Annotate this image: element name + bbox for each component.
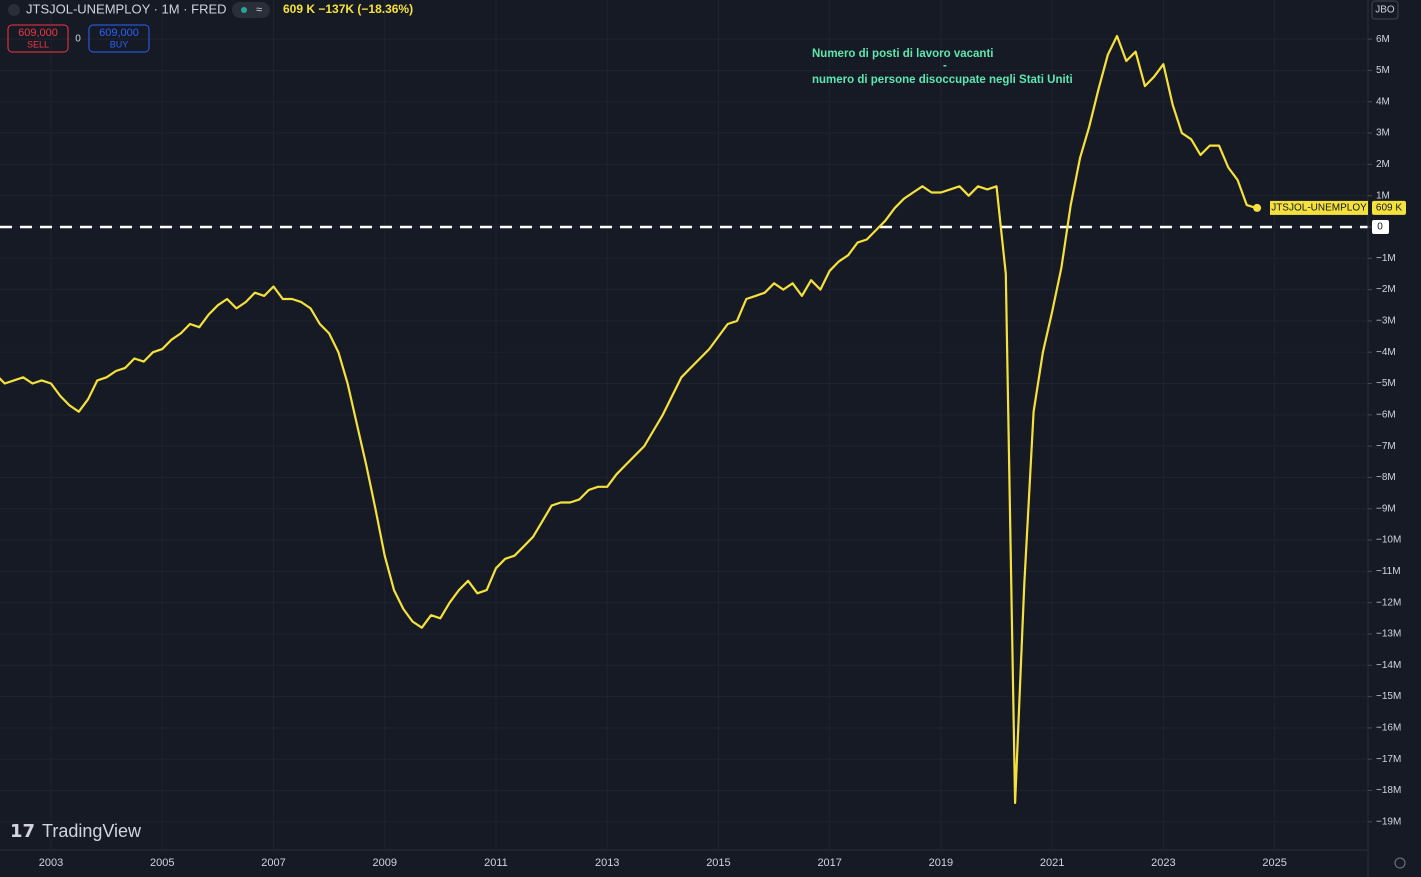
buy-button[interactable] — [88, 24, 150, 53]
series-line — [0, 34, 1257, 805]
status-pill — [232, 2, 270, 18]
y-tick-label: −11M — [1376, 566, 1401, 577]
sell-price[interactable]: 609,000 — [18, 27, 58, 39]
y-tick-label: −4M — [1376, 347, 1396, 358]
y-tick-label: −19M — [1376, 816, 1401, 827]
annotation: - — [943, 60, 947, 72]
y-tick-label: −17M — [1376, 754, 1401, 765]
change: 609 K −137K (−18.36%) — [283, 2, 413, 16]
sell-button[interactable] — [7, 24, 69, 53]
status-icon: ≈ — [256, 4, 262, 16]
x-tick-label: 2013 — [595, 857, 619, 869]
plot-area — [0, 34, 1368, 805]
y-tick-label: 5M — [1376, 65, 1390, 76]
y-tick-label: 2M — [1376, 159, 1390, 170]
grid — [0, 0, 1368, 850]
x-tick-label: 2011 — [484, 857, 508, 869]
logo: 𝟭𝟳 — [10, 821, 35, 841]
y-tick-label: −6M — [1376, 409, 1396, 420]
y-tick-label: −8M — [1376, 472, 1396, 483]
x-tick-label: 2019 — [929, 857, 953, 869]
x-tick-label: 2009 — [372, 857, 396, 869]
y-tick-label: −2M — [1376, 284, 1396, 295]
sell-label[interactable]: SELL — [27, 39, 49, 49]
x-tick-label: 2017 — [817, 857, 841, 869]
y-tick-label: −3M — [1376, 316, 1396, 327]
y-tick-label: 3M — [1376, 128, 1390, 139]
y-tick-label: −13M — [1376, 629, 1401, 640]
x-tick-label: 2003 — [39, 857, 63, 869]
x-tick-label: 2015 — [706, 857, 730, 869]
buy-price[interactable]: 609,000 — [99, 27, 139, 39]
y-tick-label: −7M — [1376, 441, 1396, 452]
account-button[interactable] — [1371, 0, 1399, 20]
x-tick-label: 2005 — [150, 857, 174, 869]
y-tick-label: −12M — [1376, 597, 1401, 608]
y-tick-label: −5M — [1376, 378, 1396, 389]
y-tick-label: −1M — [1376, 253, 1396, 264]
y-tick-label: 1M — [1376, 190, 1390, 201]
x-tick-label: 2023 — [1151, 857, 1175, 869]
spread: 0 — [75, 34, 81, 45]
series-tag-bg — [1270, 200, 1368, 215]
y-tick-label: −9M — [1376, 503, 1396, 514]
series-tag: JTSJOL-UNEMPLOY — [1271, 203, 1367, 214]
x-tick-label: 2021 — [1040, 857, 1064, 869]
y-tick-label: −16M — [1376, 723, 1401, 734]
y-tick-label: −14M — [1376, 660, 1401, 671]
x-tick-label: 2025 — [1262, 857, 1286, 869]
axes: 6M 5M 4M 3M 2M 1M 0 −1M −2M −3M −4M −5M −6M −7M −8M −9M… — [39, 34, 1406, 869]
y-tick-label: −18M — [1376, 785, 1401, 796]
last-value-bg — [1372, 200, 1406, 215]
y-tick-label: −15M — [1376, 691, 1401, 702]
annotation: numero di persone disoccupate negli Stat… — [812, 74, 1073, 86]
logo-text: TradingView — [42, 821, 142, 841]
last-point — [1253, 203, 1262, 212]
symbol: JTSJOL-UNEMPLOY · 1M · FRED — [26, 1, 227, 16]
last-value-label: 609 K — [1376, 203, 1402, 214]
y-tick-label: 6M — [1376, 34, 1390, 45]
y-tick-highlight — [1372, 219, 1389, 234]
status-dot — [241, 7, 247, 13]
y-tick-label: 4M — [1376, 96, 1390, 107]
buy-label[interactable]: BUY — [110, 39, 129, 49]
settings-icon[interactable] — [1394, 857, 1406, 869]
y-tick-label: 0 — [1377, 222, 1383, 233]
symbol-icon — [8, 4, 20, 16]
y-tick-label: −10M — [1376, 535, 1401, 546]
account[interactable]: JBO — [1375, 5, 1395, 16]
annotation: Numero di posti di lavoro vacanti — [812, 48, 993, 60]
x-tick-label: 2007 — [261, 857, 285, 869]
